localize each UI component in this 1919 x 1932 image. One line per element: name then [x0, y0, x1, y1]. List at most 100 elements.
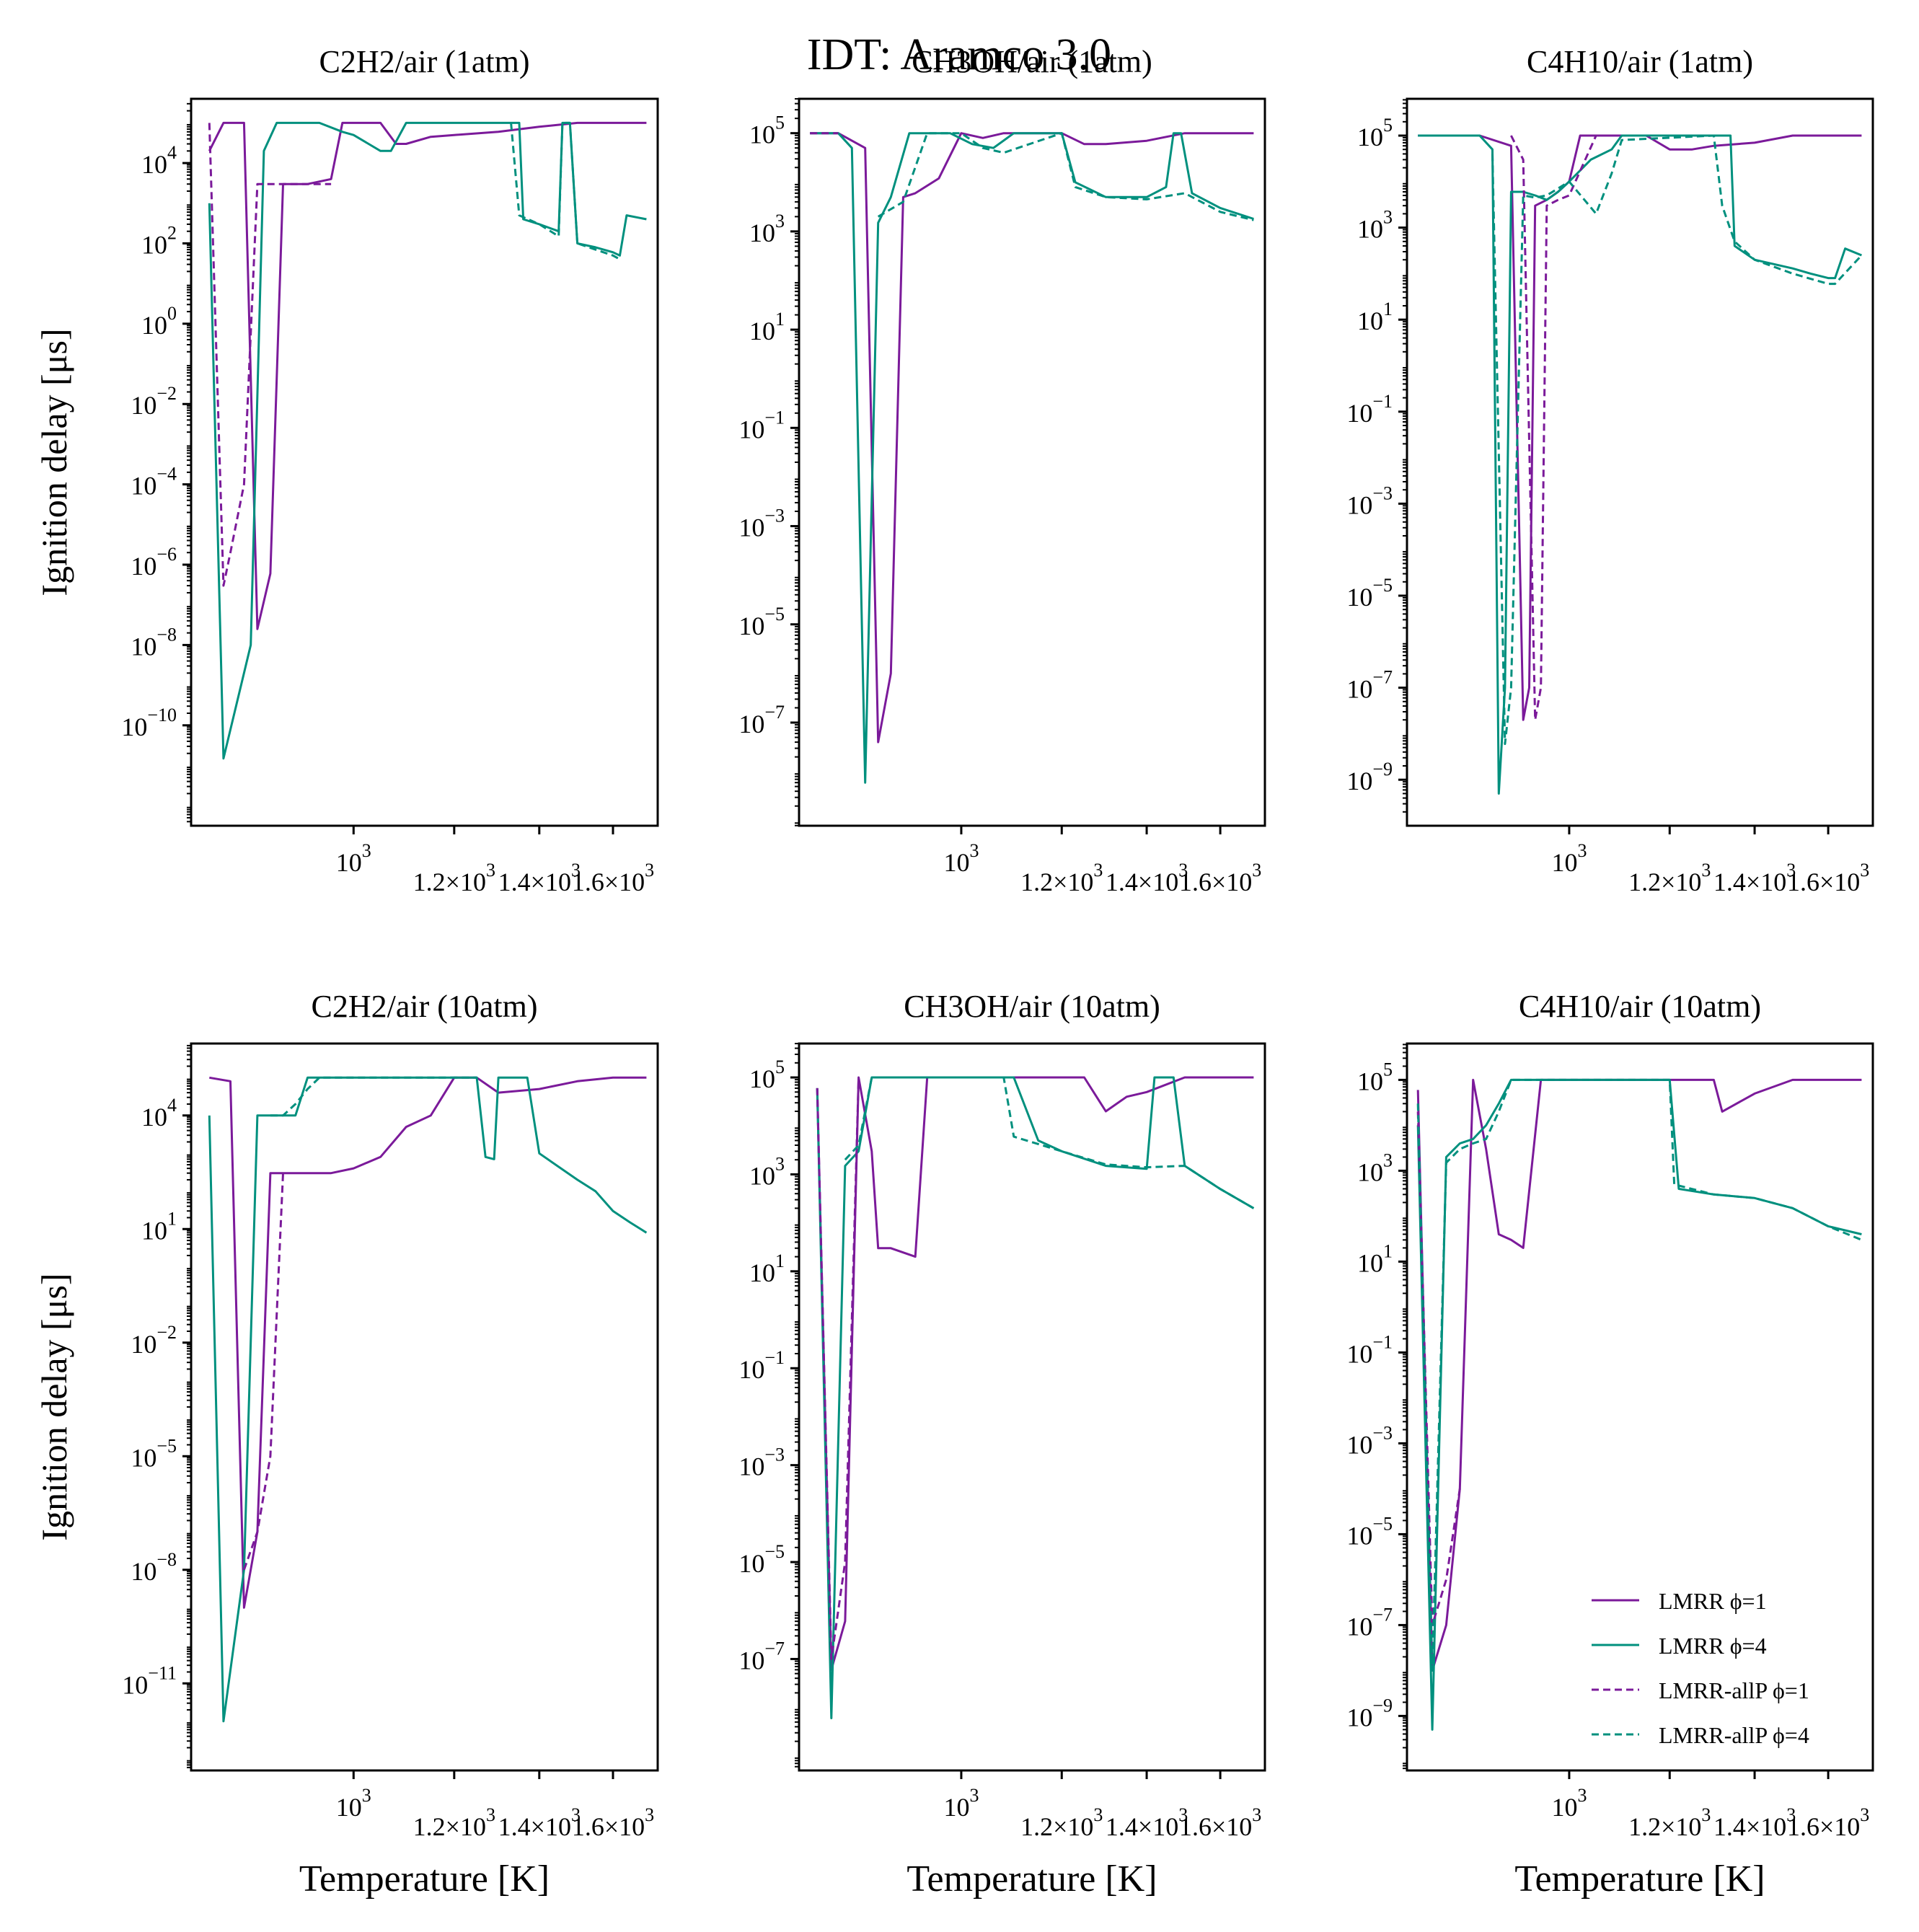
x-tick-label: 1.2×103: [1020, 1804, 1103, 1841]
y-tick-label: 10−1: [738, 407, 785, 444]
y-tick-label: 10−6: [131, 544, 177, 581]
y-tick-label: 10−5: [738, 1541, 785, 1578]
series-line-lmrr-allp-4: [877, 132, 1254, 221]
x-tick-label: 1.4×103: [1106, 1804, 1188, 1841]
figure-suptitle: IDT: Aramco 3.0: [807, 30, 1111, 79]
series-line-lmrr-allp-4: [844, 1076, 1255, 1209]
y-tick-label: 10−8: [131, 1549, 177, 1586]
y-tick-label: 105: [1357, 115, 1393, 151]
x-tick-label: 1.4×103: [1713, 1804, 1796, 1841]
y-tick-label: 105: [749, 1057, 785, 1093]
subplot-title: CH3OH/air (1atm): [912, 44, 1152, 79]
series-line-lmrr-4: [208, 121, 647, 760]
x-axis-label: Temperature [K]: [1514, 1858, 1765, 1900]
y-tick-label: 10−9: [1346, 1695, 1393, 1732]
y-tick-label: 10−5: [738, 604, 785, 640]
series-line-lmrr-1: [208, 121, 647, 630]
y-tick-label: 102: [141, 222, 177, 259]
series-group: [208, 1076, 648, 1723]
y-tick-label: 103: [749, 1153, 785, 1190]
x-tick-label: 1.6×103: [1787, 860, 1869, 896]
y-tick-label: 10−10: [121, 705, 177, 741]
axes-frame: [1406, 97, 1874, 827]
axes-frame: [190, 97, 659, 827]
y-tick-label: 105: [749, 113, 785, 149]
series-group: [208, 121, 647, 760]
x-tick-label: 103: [1551, 840, 1587, 877]
y-tick-label: 10−4: [131, 464, 177, 500]
x-tick-label: 1.2×103: [413, 860, 495, 896]
y-tick-label: 10−1: [738, 1347, 785, 1384]
y-tick-label: 10−1: [1346, 1331, 1393, 1368]
series-line-lmrr-4: [1418, 134, 1862, 795]
axes-frame: [1406, 1042, 1874, 1772]
y-tick-label: 10−11: [122, 1662, 177, 1699]
series-line-lmrr-1: [1416, 1078, 1862, 1672]
series-group: [1416, 1078, 1862, 1731]
subplot-grid: 10−10 10−8 10−6 10−4 10−2 100 102 104 103 1.2×103…: [34, 44, 1874, 1900]
x-tick-label: 1.2×103: [1628, 860, 1711, 896]
y-tick-label: 10−3: [1346, 482, 1393, 519]
series-line-lmrr-4: [1416, 1078, 1862, 1731]
y-tick-label: 103: [1357, 207, 1393, 244]
legend: LMRR ϕ=1 LMRR ϕ=4 LMRR-allP ϕ=1 LMRR-allP ϕ…: [1592, 1588, 1809, 1748]
y-tick-label: 10−2: [131, 1322, 177, 1359]
y-tick-label: 10−5: [1346, 1513, 1393, 1550]
y-tick-label: 101: [749, 309, 785, 345]
series-line-lmrr-1: [1418, 134, 1862, 721]
y-tick-label: 103: [1357, 1150, 1393, 1186]
x-tick-label: 1.2×103: [413, 1804, 495, 1841]
series-line-lmrr-allp-1: [1510, 135, 1597, 721]
x-tick-label: 1.6×103: [572, 860, 654, 896]
series-group: [810, 132, 1254, 784]
x-axis-label: Temperature [K]: [299, 1858, 550, 1900]
x-tick-label: 1.4×103: [498, 860, 581, 896]
series-line-lmrr-allp-1: [1416, 1111, 1461, 1626]
x-tick-label: 103: [1551, 1785, 1587, 1822]
y-tick-label: 10−5: [1346, 575, 1393, 612]
subplot-title: CH3OH/air (10atm): [904, 989, 1160, 1024]
series-line-lmrr-1: [810, 132, 1254, 744]
x-tick-label: 1.4×103: [1713, 860, 1796, 896]
series-line-lmrr-allp-1: [242, 1173, 284, 1571]
y-tick-label: 105: [1357, 1059, 1393, 1095]
y-tick-label: 10−7: [738, 702, 785, 738]
series-line-lmrr-1: [816, 1076, 1254, 1671]
y-tick-label: 101: [749, 1250, 785, 1287]
y-axis-label: Ignition delay [μs]: [34, 1273, 74, 1540]
y-tick-label: 101: [1357, 1240, 1393, 1277]
subplot-title: C4H10/air (10atm): [1519, 989, 1761, 1024]
y-tick-label: 10−3: [1346, 1422, 1393, 1459]
y-tick-label: 10−2: [131, 383, 177, 420]
subplot-title: C4H10/air (1atm): [1527, 44, 1753, 79]
series-line-lmrr-allp-4: [1491, 134, 1863, 746]
series-line-lmrr-1: [209, 1076, 647, 1609]
subplot-1: 10−10 10−8 10−6 10−4 10−2 100 102 104 103 1.2×103…: [34, 44, 659, 896]
x-tick-label: 1.6×103: [1179, 1804, 1261, 1841]
y-tick-label: 104: [141, 142, 177, 179]
series-line-lmrr-4: [816, 1076, 1255, 1719]
x-tick-label: 1.2×103: [1020, 860, 1103, 896]
y-tick-label: 103: [749, 211, 785, 247]
legend-label: LMRR ϕ=4: [1659, 1633, 1767, 1659]
y-tick-label: 10−7: [1346, 1604, 1393, 1641]
series-line-lmrr-allp-4: [510, 121, 621, 260]
legend-label: LMRR-allP ϕ=1: [1659, 1677, 1809, 1703]
y-tick-label: 10−7: [738, 1638, 785, 1675]
legend-label: LMRR-allP ϕ=4: [1659, 1722, 1809, 1748]
series-group: [816, 1076, 1255, 1719]
y-tick-label: 101: [1357, 299, 1393, 335]
axes-frame: [798, 97, 1266, 827]
x-tick-label: 103: [943, 1785, 979, 1822]
y-tick-label: 100: [141, 303, 177, 340]
y-tick-label: 10−1: [1346, 391, 1393, 428]
x-tick-label: 1.6×103: [1787, 1804, 1869, 1841]
y-tick-label: 104: [141, 1095, 177, 1132]
series-line-lmrr-allp-4: [270, 1076, 477, 1117]
subplot-2: 10−7 10−5 10−3 10−1 101 103 105 103 1.2×103 1.4×1…: [738, 44, 1266, 896]
y-tick-label: 101: [141, 1208, 177, 1245]
y-tick-label: 10−3: [738, 506, 785, 542]
x-tick-label: 1.2×103: [1628, 1804, 1711, 1841]
axes-frame: [798, 1042, 1266, 1772]
